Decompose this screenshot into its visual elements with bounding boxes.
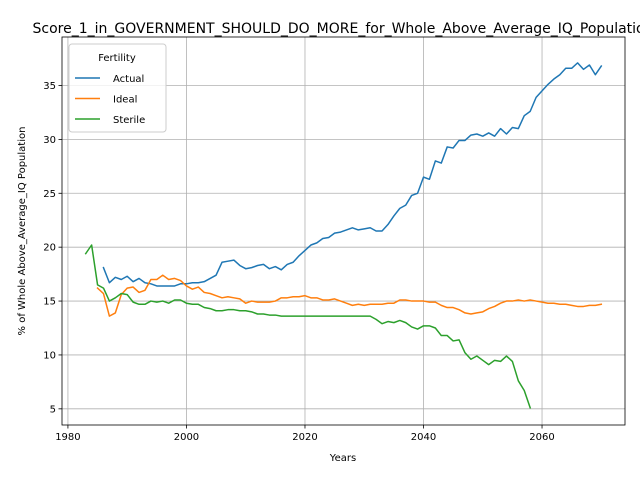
- y-axis-label: % of Whole Above_Average_IQ Population: [17, 127, 28, 336]
- grid-lines: [62, 37, 625, 425]
- y-tick-label: 5: [50, 404, 56, 415]
- legend-label-sterile: Sterile: [113, 115, 145, 126]
- legend-entries: Actual Ideal Sterile: [75, 74, 145, 126]
- x-axis-ticks: 1980 2000 2020 2040 2060: [55, 425, 555, 443]
- legend-title: Fertility: [98, 53, 136, 64]
- y-tick-label: 20: [43, 243, 56, 254]
- x-tick-label: 2060: [529, 432, 554, 443]
- legend-label-ideal: Ideal: [113, 95, 137, 106]
- y-tick-label: 35: [43, 81, 56, 92]
- series-line-actual: [102, 62, 603, 287]
- series-lines: [84, 62, 603, 409]
- y-axis-ticks: 5 10 15 20 25 30 35: [43, 81, 62, 415]
- axes-frame: [61, 36, 626, 426]
- legend-box: [68, 43, 167, 133]
- legend-label-actual: Actual: [113, 74, 144, 85]
- x-tick-label: 1980: [55, 432, 80, 443]
- x-axis-label: Years: [329, 453, 356, 464]
- series-line-ideal: [96, 274, 603, 317]
- legend: Fertility Actual Ideal Sterile: [68, 43, 167, 133]
- y-tick-label: 10: [43, 350, 56, 361]
- y-tick-label: 15: [43, 297, 56, 308]
- x-tick-label: 2020: [292, 432, 317, 443]
- y-tick-label: 30: [43, 135, 56, 146]
- series-line-sterile: [84, 244, 532, 409]
- chart-title: Score_1_in_GOVERNMENT_SHOULD_DO_MORE_for…: [33, 21, 640, 37]
- x-tick-label: 2000: [174, 432, 199, 443]
- x-tick-label: 2040: [411, 432, 436, 443]
- y-tick-label: 25: [43, 189, 56, 200]
